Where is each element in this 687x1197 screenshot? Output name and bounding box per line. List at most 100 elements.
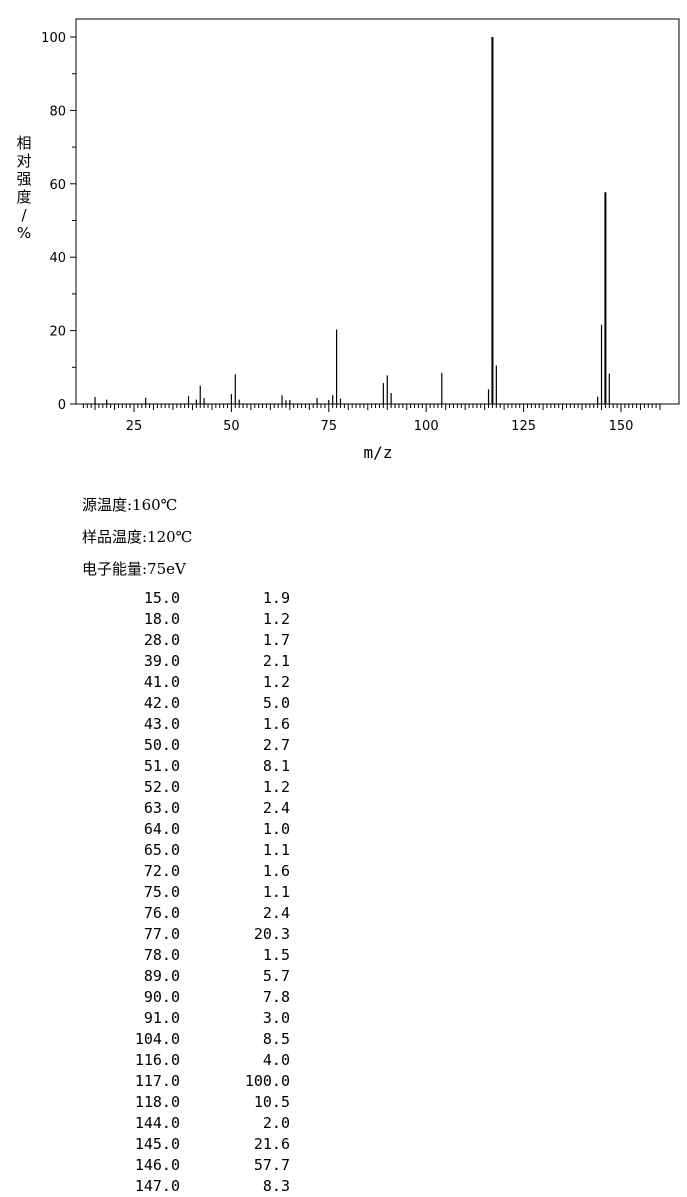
intensity-value: 1.0 — [262, 820, 290, 838]
x-tick-label: 75 — [321, 419, 338, 434]
x-tick-label: 50 — [223, 419, 240, 434]
mz-value: 77.0 — [143, 925, 180, 943]
intensity-value: 1.2 — [262, 673, 290, 691]
source-temperature: 源温度:160℃ — [82, 496, 178, 514]
mz-value: 65.0 — [143, 841, 180, 859]
table-row: 50.0 2.7 — [110, 735, 290, 756]
x-tick-label: 150 — [609, 419, 634, 434]
table-row: 91.0 3.0 — [110, 1008, 290, 1029]
mz-value: 145.0 — [134, 1135, 180, 1153]
table-row: 116.0 4.0 — [110, 1050, 290, 1071]
intensity-value: 5.7 — [262, 967, 290, 985]
y-tick-label: 40 — [49, 251, 66, 266]
mz-value: 63.0 — [143, 799, 180, 817]
mz-value: 75.0 — [143, 883, 180, 901]
plot-frame — [75, 18, 680, 405]
electron-energy: 电子能量:75eV — [82, 560, 186, 578]
intensity-value: 1.6 — [262, 862, 290, 880]
sample-temperature: 样品温度:120℃ — [82, 528, 193, 546]
y-axis-ticks: 0 20 40 60 80 100 — [41, 31, 76, 413]
mz-value: 72.0 — [143, 862, 180, 880]
mz-value: 116.0 — [134, 1051, 180, 1069]
table-row: 76.0 2.4 — [110, 903, 290, 924]
mz-value: 78.0 — [143, 946, 180, 964]
intensity-value: 8.1 — [262, 757, 290, 775]
mz-value: 28.0 — [143, 631, 180, 649]
mz-value: 42.0 — [143, 694, 180, 712]
intensity-value: 1.2 — [262, 610, 290, 628]
y-axis-label: 相对强度/% — [16, 134, 31, 242]
mz-value: 146.0 — [134, 1156, 180, 1174]
mz-value: 117.0 — [134, 1072, 180, 1090]
table-row: 63.0 2.4 — [110, 798, 290, 819]
table-row: 52.0 1.2 — [110, 777, 290, 798]
x-tick-label: 100 — [414, 419, 439, 434]
intensity-value: 21.6 — [253, 1135, 290, 1153]
table-row: 15.0 1.9 — [110, 588, 290, 609]
table-row: 90.0 7.8 — [110, 987, 290, 1008]
table-row: 28.0 1.7 — [110, 630, 290, 651]
table-row: 104.0 8.5 — [110, 1029, 290, 1050]
y-tick-label: 80 — [49, 104, 66, 119]
intensity-value: 8.5 — [262, 1030, 290, 1048]
intensity-value: 2.4 — [262, 904, 290, 922]
intensity-value: 20.3 — [253, 925, 290, 943]
table-row: 78.0 1.5 — [110, 945, 290, 966]
intensity-value: 1.7 — [262, 631, 290, 649]
x-axis-label: m/z — [364, 443, 393, 462]
table-row: 39.0 2.1 — [110, 651, 290, 672]
table-row: 41.0 1.2 — [110, 672, 290, 693]
intensity-value: 2.1 — [262, 652, 290, 670]
table-row: 89.0 5.7 — [110, 966, 290, 987]
table-row: 18.0 1.2 — [110, 609, 290, 630]
mz-value: 43.0 — [143, 715, 180, 733]
x-tick-label: 25 — [126, 419, 143, 434]
y-tick-label: 0 — [58, 398, 66, 413]
intensity-value: 1.2 — [262, 778, 290, 796]
mz-value: 144.0 — [134, 1114, 180, 1132]
y-tick-label: 100 — [41, 31, 66, 46]
intensity-value: 2.7 — [262, 736, 290, 754]
peak-list-table: 15.0 1.9 18.0 1.2 28.0 1.7 39.0 2.1 41.0 1.2 42.0 5… — [110, 588, 290, 1197]
intensity-value: 1.6 — [262, 715, 290, 733]
mz-value: 52.0 — [143, 778, 180, 796]
table-row: 77.0 20.3 — [110, 924, 290, 945]
mz-value: 147.0 — [134, 1177, 180, 1195]
intensity-value: 1.1 — [262, 883, 290, 901]
mz-value: 39.0 — [143, 652, 180, 670]
mz-value: 76.0 — [143, 904, 180, 922]
table-row: 72.0 1.6 — [110, 861, 290, 882]
mz-value: 18.0 — [143, 610, 180, 628]
intensity-value: 4.0 — [262, 1051, 290, 1069]
intensity-value: 8.3 — [262, 1177, 290, 1195]
intensity-value: 10.5 — [253, 1093, 290, 1111]
intensity-value: 5.0 — [262, 694, 290, 712]
intensity-value: 7.8 — [262, 988, 290, 1006]
table-row: 147.0 8.3 — [110, 1176, 290, 1197]
y-tick-label: 60 — [49, 178, 66, 193]
intensity-value: 1.9 — [262, 589, 290, 607]
x-tick-label: 125 — [511, 419, 536, 434]
mz-value: 41.0 — [143, 673, 180, 691]
intensity-value: 57.7 — [253, 1156, 290, 1174]
mz-value: 118.0 — [134, 1093, 180, 1111]
y-tick-label: 20 — [49, 325, 66, 340]
table-row: 64.0 1.0 — [110, 819, 290, 840]
table-row: 146.0 57.7 — [110, 1155, 290, 1176]
table-row: 51.0 8.1 — [110, 756, 290, 777]
table-row: 75.0 1.1 — [110, 882, 290, 903]
mz-value: 50.0 — [143, 736, 180, 754]
intensity-value: 3.0 — [262, 1009, 290, 1027]
spectrum-peaks — [94, 37, 610, 404]
table-row: 65.0 1.1 — [110, 840, 290, 861]
mz-value: 90.0 — [143, 988, 180, 1006]
table-row: 144.0 2.0 — [110, 1113, 290, 1134]
table-row: 42.0 5.0 — [110, 693, 290, 714]
mz-value: 89.0 — [143, 967, 180, 985]
intensity-value: 2.4 — [262, 799, 290, 817]
mz-value: 64.0 — [143, 820, 180, 838]
intensity-value: 1.1 — [262, 841, 290, 859]
intensity-value: 1.5 — [262, 946, 290, 964]
table-row: 118.0 10.5 — [110, 1092, 290, 1113]
intensity-value: 2.0 — [262, 1114, 290, 1132]
